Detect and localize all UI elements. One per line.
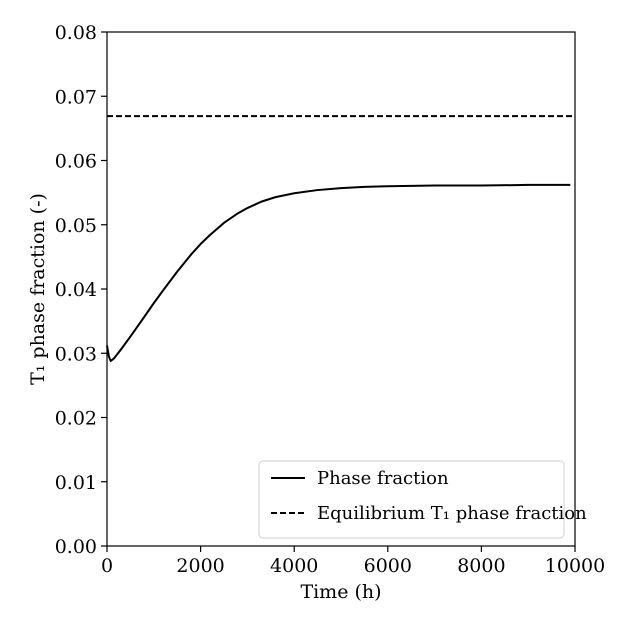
y-tick-label: 0.01 [55,472,97,494]
x-tick-label: 2000 [176,555,224,577]
y-tick-label: 0.07 [55,86,97,108]
x-tick-label: 10000 [545,555,605,577]
y-axis-label: T₁ phase fraction (-) [27,193,49,385]
y-tick-label: 0.08 [55,22,97,44]
x-tick-label: 6000 [364,555,412,577]
legend-label-equilibrium: Equilibrium T₁ phase fraction [317,503,587,524]
x-tick-label: 4000 [270,555,318,577]
x-axis: 0 2000 4000 6000 8000 10000 [101,546,605,577]
x-tick-label: 0 [101,555,113,577]
x-axis-label: Time (h) [300,581,381,603]
y-tick-label: 0.02 [55,408,97,430]
legend-box [258,460,565,539]
y-axis: 0.00 0.01 0.02 0.03 0.04 0.05 0.06 0.07 0.08 [55,22,107,558]
y-tick-label: 0.06 [55,151,97,173]
y-tick-label: 0.05 [55,215,97,237]
x-tick-label: 8000 [457,555,505,577]
series-line-phase-fraction [106,183,571,362]
legend: Phase fraction Equilibrium T₁ phase frac… [258,460,587,539]
y-tick-label: 0.00 [55,536,97,558]
y-tick-label: 0.03 [55,343,97,365]
series-layer [106,115,575,362]
y-tick-label: 0.04 [55,279,97,301]
legend-label-phase-fraction: Phase fraction [317,468,449,489]
